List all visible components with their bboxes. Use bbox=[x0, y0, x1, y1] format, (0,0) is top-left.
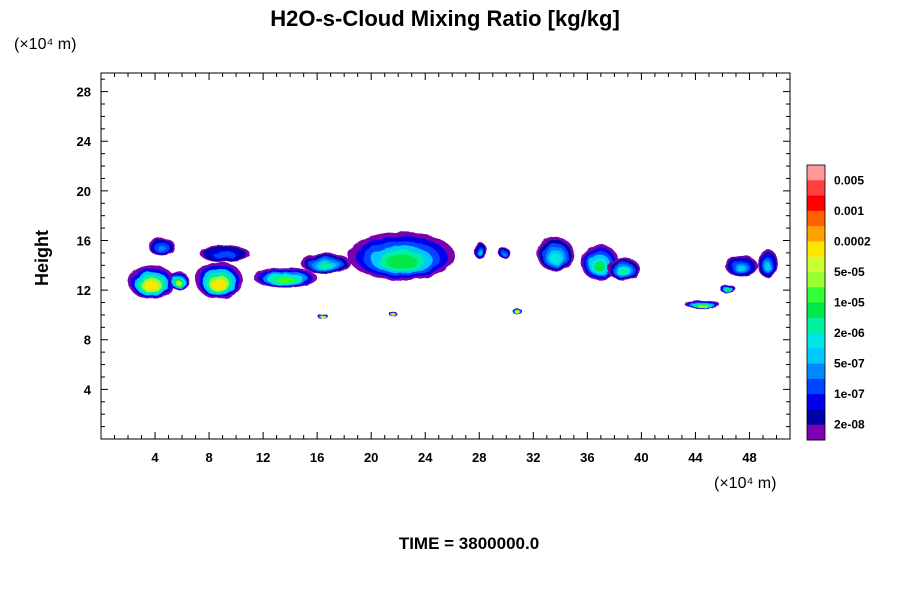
cloud-contour bbox=[391, 312, 395, 316]
colorbar-label: 5e-05 bbox=[834, 265, 865, 279]
cloud-contour bbox=[725, 288, 731, 292]
cloud-contour bbox=[144, 281, 159, 292]
cloud-region bbox=[388, 311, 397, 317]
colorbar-swatch bbox=[807, 363, 825, 380]
y-tick-label: 16 bbox=[77, 233, 91, 248]
y-tick-label: 24 bbox=[77, 134, 92, 149]
cloud-region bbox=[725, 255, 758, 277]
cloud-region bbox=[537, 236, 574, 272]
colorbar-swatch bbox=[807, 333, 825, 349]
cloud-region bbox=[168, 271, 189, 291]
cloud-contour bbox=[764, 262, 771, 272]
cloud-contour bbox=[386, 254, 418, 270]
x-tick-label: 44 bbox=[688, 450, 703, 465]
colorbar-swatch bbox=[807, 302, 825, 319]
colorbar-swatch bbox=[807, 165, 825, 181]
colorbar-swatch bbox=[807, 256, 825, 273]
x-tick-label: 28 bbox=[472, 450, 486, 465]
y-tick-label: 28 bbox=[77, 85, 91, 100]
colorbar-swatch bbox=[807, 348, 825, 365]
cloud-region bbox=[607, 257, 641, 281]
x-tick-label: 8 bbox=[205, 450, 212, 465]
cloud-region bbox=[580, 244, 619, 281]
colorbar-label: 0.001 bbox=[834, 204, 864, 218]
cloud-field bbox=[128, 231, 778, 319]
cloud-region bbox=[757, 249, 778, 278]
y-axis-label: Height bbox=[32, 230, 52, 286]
cloud-region bbox=[195, 261, 243, 299]
x-axis: 4 8 12 16 20 24 28 32 36 40 44 48 bbox=[114, 73, 777, 465]
cloud-region bbox=[317, 313, 328, 319]
x-tick-label: 12 bbox=[256, 450, 270, 465]
cloud-contour bbox=[516, 311, 520, 315]
cloud-region bbox=[199, 245, 250, 262]
cloud-region bbox=[253, 267, 318, 288]
cloud-contour bbox=[217, 253, 232, 258]
cloud-contour bbox=[593, 261, 606, 272]
cloud-region bbox=[498, 247, 511, 258]
y-tick-label: 8 bbox=[84, 333, 91, 348]
colorbar-swatch bbox=[807, 180, 825, 196]
x-unit-label: (×10⁴ m) bbox=[714, 475, 776, 492]
colorbar-frame bbox=[806, 164, 826, 441]
y-tick-label: 12 bbox=[77, 283, 91, 298]
colorbar-label: 0.005 bbox=[834, 173, 864, 187]
x-tick-label: 24 bbox=[418, 450, 433, 465]
colorbar-swatch bbox=[807, 317, 825, 334]
cloud-contour bbox=[619, 268, 629, 276]
x-tick-label: 32 bbox=[526, 450, 540, 465]
chart-title: H2O-s-Cloud Mixing Ratio [kg/kg] bbox=[270, 6, 620, 31]
time-label: TIME = 3800000.0 bbox=[399, 534, 539, 553]
colorbar-label: 1e-07 bbox=[834, 387, 865, 401]
x-tick-label: 40 bbox=[634, 450, 648, 465]
plot-frame bbox=[100, 72, 791, 440]
cloud-contour bbox=[320, 315, 325, 319]
cloud-region bbox=[300, 252, 351, 274]
x-tick-label: 20 bbox=[364, 450, 378, 465]
colorbar-swatch bbox=[807, 394, 825, 410]
x-tick-label: 48 bbox=[742, 450, 756, 465]
y-axis: 4 8 12 16 20 24 28 bbox=[77, 78, 790, 428]
colorbar-swatch bbox=[807, 378, 825, 395]
cloud-region bbox=[348, 231, 455, 281]
colorbar-label: 1e-05 bbox=[834, 296, 865, 310]
colorbar-swatch bbox=[807, 424, 825, 441]
cloud-region bbox=[148, 238, 176, 256]
colorbar-swatch bbox=[807, 241, 825, 258]
cloud-region bbox=[684, 300, 720, 309]
cloud-contour bbox=[175, 280, 182, 286]
x-tick-label: 4 bbox=[151, 450, 159, 465]
cloud-contour bbox=[318, 262, 334, 270]
cloud-region bbox=[473, 242, 488, 260]
y-tick-label: 4 bbox=[84, 382, 92, 397]
cloud-contour bbox=[478, 250, 483, 256]
colorbar-swatch bbox=[807, 409, 825, 426]
colorbar-swatch bbox=[807, 271, 825, 288]
cloud-contour bbox=[502, 252, 507, 256]
cloud-contour bbox=[212, 279, 227, 291]
colorbar-swatch bbox=[807, 226, 825, 242]
colorbar-label: 2e-06 bbox=[834, 326, 865, 340]
y-tick-label: 20 bbox=[77, 184, 91, 199]
cloud-region bbox=[513, 308, 523, 315]
cloud-region bbox=[128, 265, 176, 299]
cloud-contour bbox=[697, 303, 708, 307]
x-tick-label: 36 bbox=[580, 450, 594, 465]
colorbar: 0.005 0.001 0.0002 5e-05 1e-05 2e-06 5e-07 1e-0… bbox=[806, 164, 871, 441]
colorbar-swatch bbox=[807, 287, 825, 303]
colorbar-label: 2e-08 bbox=[834, 418, 865, 432]
cloud-contour bbox=[157, 246, 166, 252]
colorbar-swatch bbox=[807, 195, 825, 212]
colorbar-label: 5e-07 bbox=[834, 357, 865, 371]
colorbar-label: 0.0002 bbox=[834, 234, 871, 248]
cloud-contour bbox=[736, 265, 747, 272]
cloud-contour bbox=[550, 253, 561, 264]
y-unit-label: (×10⁴ m) bbox=[14, 36, 76, 53]
colorbar-swatch bbox=[807, 210, 825, 227]
cloud-region bbox=[719, 285, 736, 293]
cloud-contour bbox=[276, 277, 295, 284]
x-tick-label: 16 bbox=[310, 450, 324, 465]
plot-area bbox=[100, 72, 791, 440]
